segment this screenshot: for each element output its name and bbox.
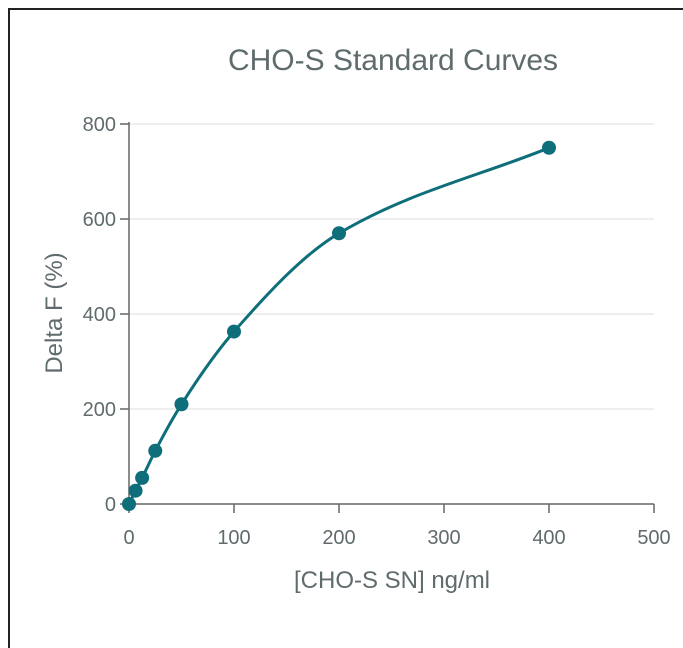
y-tick-label: 800: [83, 114, 116, 136]
gridlines: [129, 123, 654, 410]
data-point-1: [128, 483, 143, 498]
x-tick-label: 400: [532, 527, 565, 549]
data-point-0: [122, 497, 136, 511]
tick-labels: 0 200 400 600 800 0 100 200 300 400 500: [83, 114, 671, 549]
x-tick-label: 500: [637, 527, 670, 549]
y-axis-title: Delta F (%): [41, 252, 68, 373]
y-tick-label: 0: [105, 494, 116, 516]
data-point-3: [148, 443, 163, 458]
data-point-2: [135, 470, 150, 485]
data-point-5: [227, 324, 241, 339]
y-tick-label: 200: [83, 399, 116, 421]
data-point-7: [542, 140, 556, 155]
chart-title: CHO-S Standard Curves: [228, 44, 558, 77]
x-tick-label: 0: [123, 527, 134, 549]
fit-curve: [127, 146, 550, 505]
x-tick-label: 100: [217, 527, 250, 549]
fit-curve-layer: [127, 146, 550, 505]
x-tick-label: 200: [322, 527, 355, 549]
axes: [120, 122, 655, 513]
standard-curve-chart: CHO-S Standard Curves 0 200 400 600 800 0 100 2…: [41, 44, 671, 594]
x-axis-title: [CHO-S SN] ng/ml: [294, 567, 490, 594]
data-points: [122, 140, 556, 511]
y-tick-label: 600: [83, 209, 116, 231]
chart-frame: [8, 8, 683, 648]
y-tick-label: 400: [83, 304, 116, 326]
x-tick-label: 300: [427, 527, 460, 549]
data-point-6: [332, 226, 346, 241]
data-point-4: [174, 397, 189, 412]
